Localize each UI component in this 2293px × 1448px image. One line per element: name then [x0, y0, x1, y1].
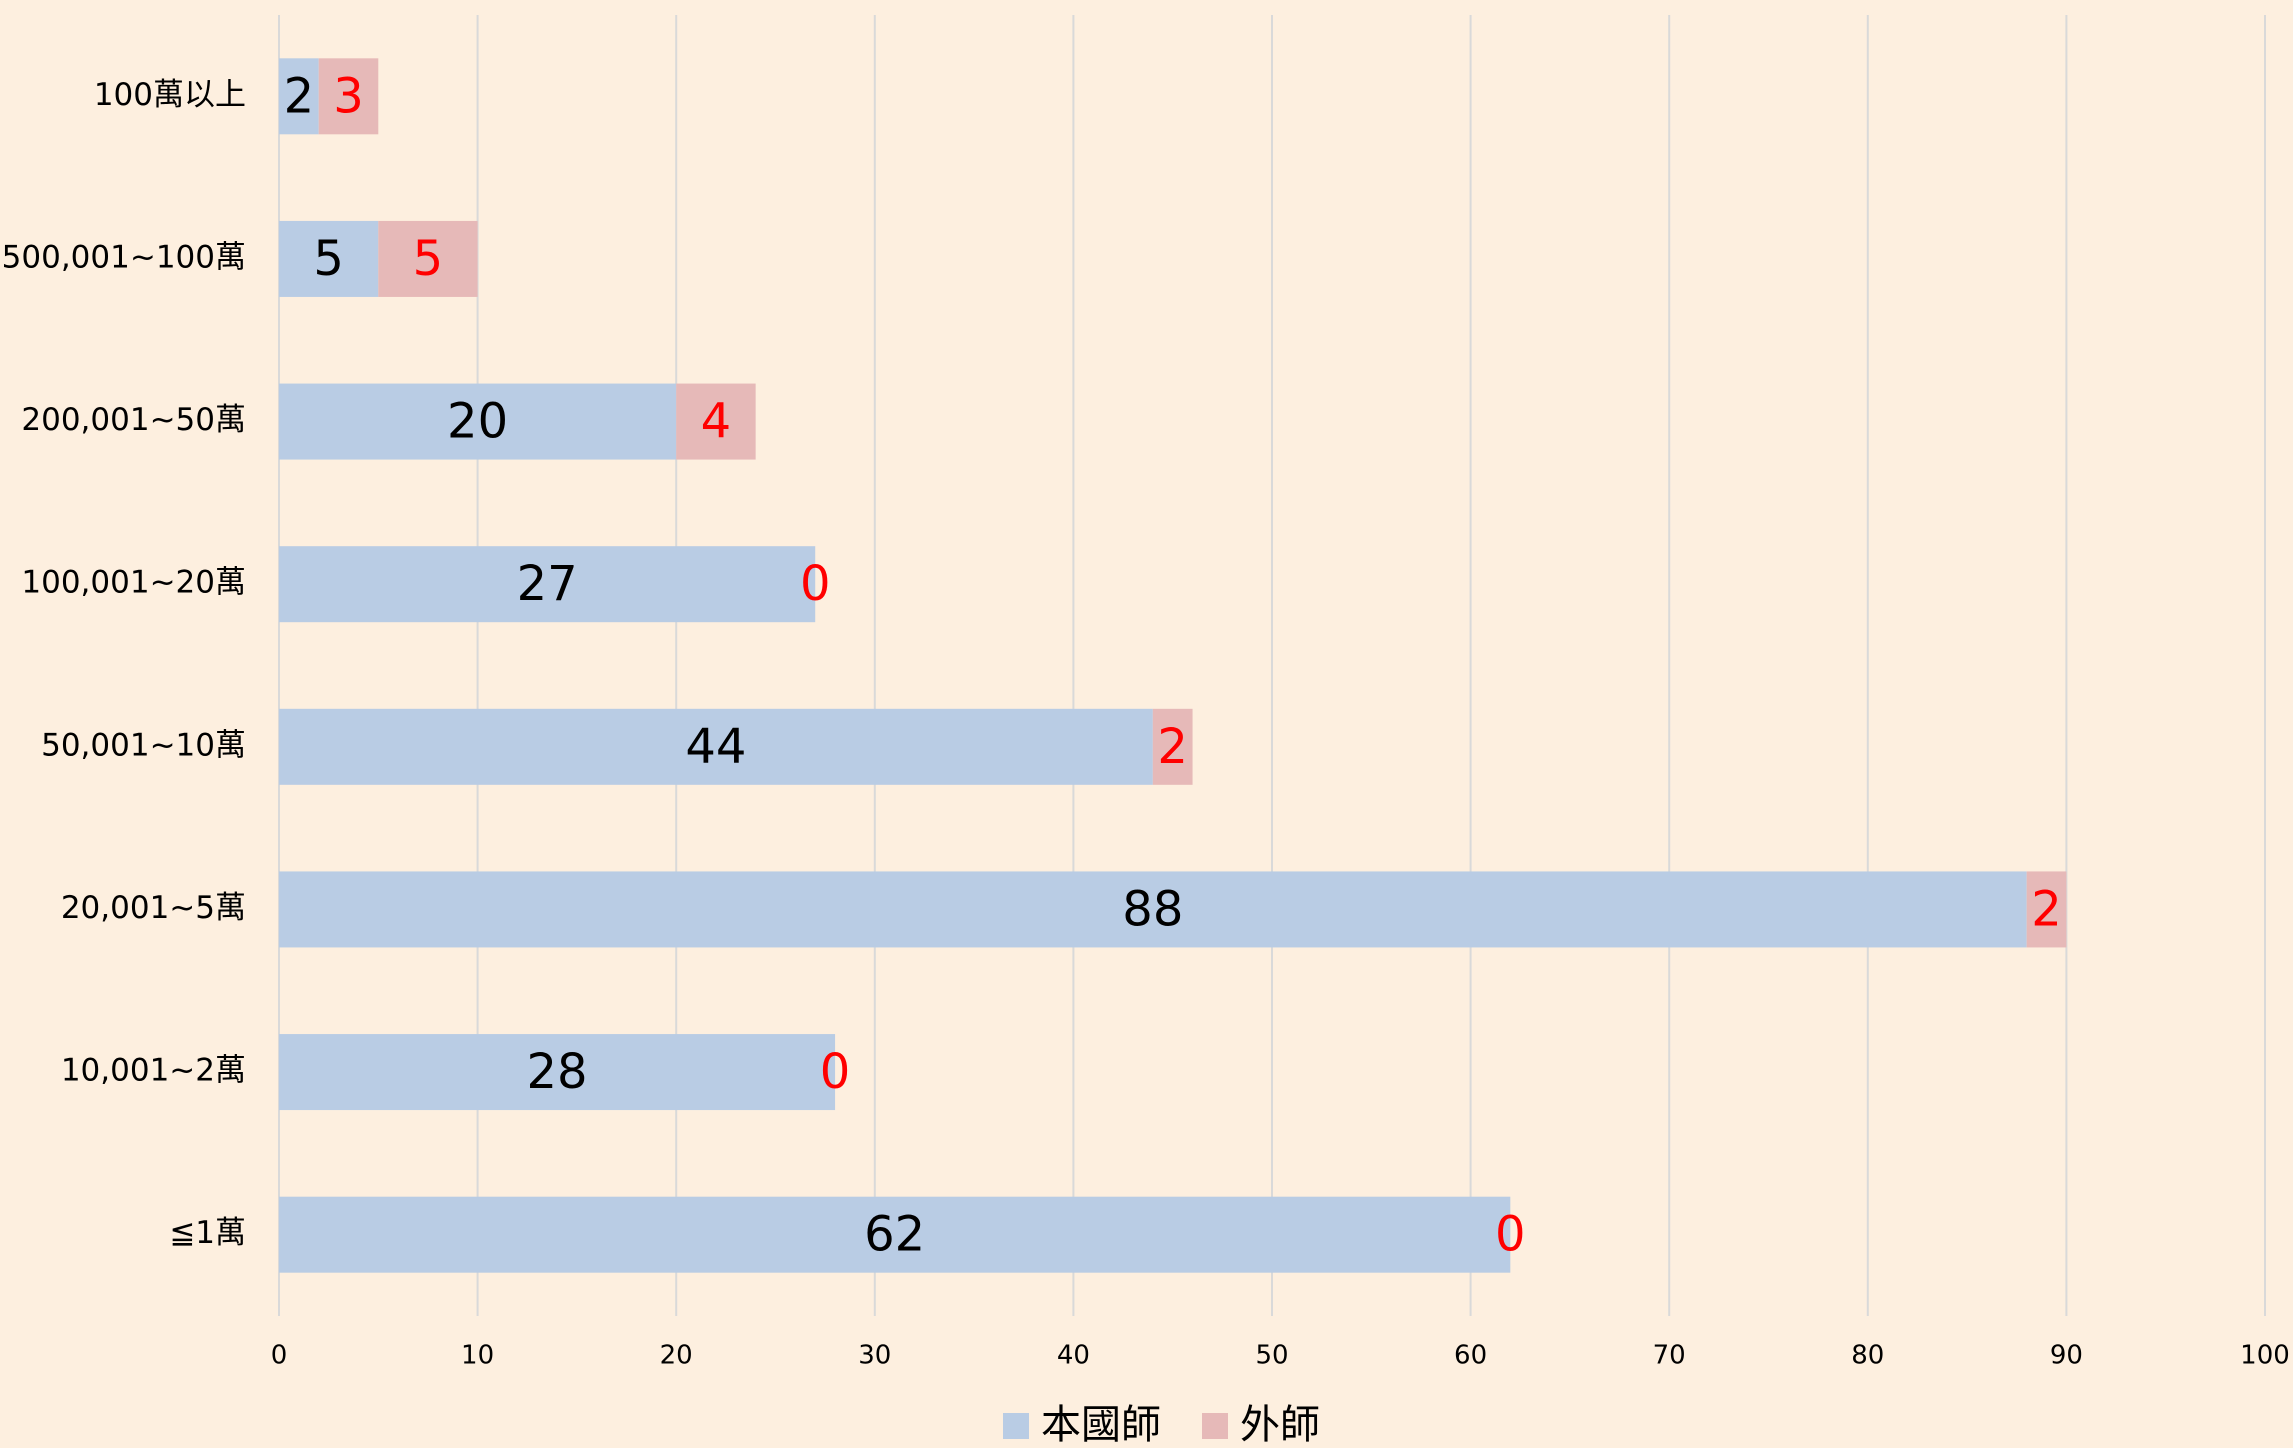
bar-segment — [279, 1196, 1511, 1273]
y-tick-label: 50,001~10萬 — [41, 727, 246, 763]
bar-segment — [279, 383, 677, 460]
data-label: 0 — [1495, 1207, 1526, 1263]
bar-segment — [279, 871, 2027, 948]
data-label: 2 — [2031, 881, 2062, 937]
x-tick-label: 50 — [1255, 1341, 1288, 1371]
bar-segment — [279, 1034, 836, 1111]
data-label: 44 — [685, 719, 746, 775]
data-label: 20 — [447, 394, 508, 450]
bar-segment — [279, 220, 379, 297]
data-label: 3 — [333, 68, 364, 124]
x-tick-label: 70 — [1653, 1341, 1686, 1371]
bar-segment — [1152, 708, 1193, 785]
data-label: 88 — [1122, 881, 1183, 937]
bar-segment — [279, 546, 816, 623]
data-label: 2 — [1157, 719, 1188, 775]
data-label: 28 — [527, 1044, 588, 1100]
y-tick-label: 100,001~20萬 — [21, 565, 246, 601]
bar-segment — [279, 58, 319, 135]
x-tick-label: 40 — [1057, 1341, 1090, 1371]
x-tick-label: 100 — [2240, 1341, 2290, 1371]
data-label: 0 — [820, 1044, 851, 1100]
bar-segment — [279, 708, 1153, 785]
y-tick-label: ≦1萬 — [169, 1215, 246, 1251]
legend-swatch — [1003, 1413, 1029, 1439]
y-tick-label: 500,001~100萬 — [2, 239, 246, 275]
y-tick-label: 200,001~50萬 — [21, 402, 246, 438]
data-label: 0 — [800, 556, 831, 612]
bar-segment — [378, 220, 478, 297]
data-label: 5 — [313, 231, 344, 287]
bar-segment — [318, 58, 379, 135]
legend-swatch — [1202, 1413, 1228, 1439]
data-label: 27 — [517, 556, 578, 612]
bar-segment — [2026, 871, 2067, 948]
x-tick-label: 10 — [461, 1341, 494, 1371]
y-tick-label: 100萬以上 — [94, 77, 246, 113]
x-tick-label: 80 — [1851, 1341, 1884, 1371]
x-tick-label: 60 — [1454, 1341, 1487, 1371]
data-label: 2 — [284, 68, 315, 124]
bar-segment — [676, 383, 756, 460]
x-tick-label: 30 — [858, 1341, 891, 1371]
data-label: 62 — [864, 1207, 925, 1263]
y-tick-label: 20,001~5萬 — [61, 890, 246, 926]
legend-label: 外師 — [1240, 1402, 1320, 1448]
x-tick-label: 0 — [271, 1341, 288, 1371]
y-tick-label: 10,001~2萬 — [61, 1053, 246, 1089]
x-tick-label: 20 — [660, 1341, 693, 1371]
data-label: 4 — [701, 394, 732, 450]
legend-label: 本國師 — [1041, 1402, 1161, 1448]
data-label: 5 — [413, 231, 444, 287]
x-tick-label: 90 — [2050, 1341, 2083, 1371]
